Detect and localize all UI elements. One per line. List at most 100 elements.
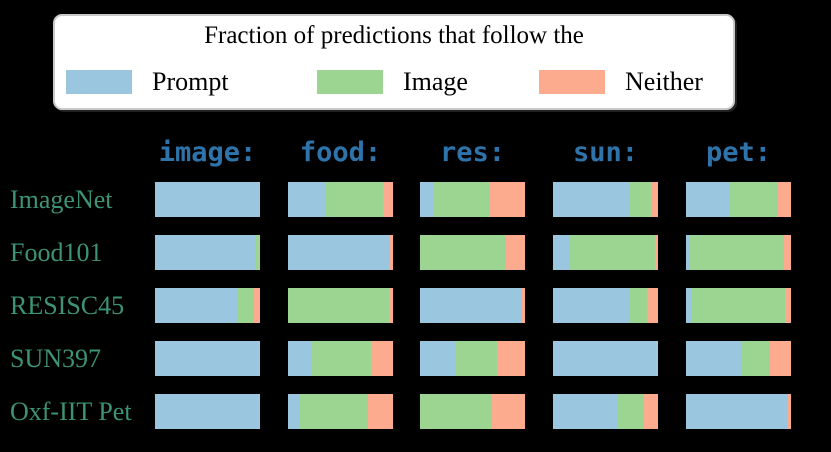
stacked-bar [288,341,393,376]
column-header-pet: pet: [705,137,772,168]
stacked-bar [155,235,260,270]
stacked-bar [420,235,525,270]
neither-segment [388,288,393,323]
legend: Fraction of predictions that follow the … [53,14,735,110]
image-segment [740,341,770,376]
image-segment [311,341,371,376]
prompt-segment [420,288,522,323]
neither-segment [656,341,658,376]
prompt-segment [155,341,259,376]
prompt-swatch-icon [66,70,132,94]
image-segment [237,288,254,323]
neither-segment [644,394,658,429]
image-segment [298,394,368,429]
neither-segment [259,341,260,376]
neither-segment [783,235,791,270]
image-segment [689,235,784,270]
stacked-bar [686,341,791,376]
column-header-image: image: [158,137,257,168]
row-label-resisc45: RESISC45 [10,291,125,320]
neither-segment [253,288,260,323]
prompt-segment [553,341,657,376]
legend-label-prompt: Prompt [152,67,229,96]
stacked-bar [686,235,791,270]
stacked-bar [420,341,525,376]
stacked-bar [155,182,260,217]
row-label-imagenet: ImageNet [10,185,113,214]
stacked-bar [288,394,393,429]
stacked-bar [155,288,260,323]
stacked-bar [420,288,525,323]
prompt-segment [155,182,260,217]
image-segment [324,182,383,217]
image-segment [628,288,648,323]
neither-segment [769,341,791,376]
prompt-segment [155,288,238,323]
neither-segment [647,288,658,323]
neither-segment [258,235,260,270]
prompt-segment [686,182,731,217]
image-segment [255,235,259,270]
prompt-segment [420,341,455,376]
stacked-bar [155,341,260,376]
stacked-bar [420,182,525,217]
prompt-segment [420,182,433,217]
legend-item-prompt: Prompt [66,67,229,96]
prompt-segment [155,235,256,270]
row-label-sun397: SUN397 [10,344,102,373]
image-segment [568,235,655,270]
prompt-segment [288,341,312,376]
neither-segment [654,235,658,270]
column-header-food: food: [299,137,382,168]
neither-segment [367,394,393,429]
neither-segment [778,182,791,217]
image-segment [432,182,491,217]
prompt-segment [686,235,690,270]
neither-segment [389,235,393,270]
stacked-bar [420,394,525,429]
stacked-bar [288,235,393,270]
image-segment [258,341,260,376]
neither-segment [521,288,525,323]
stacked-bar [686,182,791,217]
legend-label-image: Image [403,67,468,96]
legend-item-neither: Neither [539,67,703,96]
row-label-oxf-iit-pet: Oxf-IIT Pet [10,397,132,426]
neither-segment [784,288,791,323]
neither-segment [492,394,525,429]
prompt-segment [288,394,299,429]
legend-title: Fraction of predictions that follow the [204,22,584,49]
column-header-sun: sun: [572,137,639,168]
stacked-bar [553,288,658,323]
prompt-segment [686,394,788,429]
stacked-bar [288,182,393,217]
column-header-res: res: [439,137,506,168]
neither-segment [787,394,791,429]
neither-segment [258,394,260,429]
prompt-segment [553,235,569,270]
neither-segment [490,182,525,217]
neither-segment [650,182,658,217]
legend-label-neither: Neither [625,67,703,96]
prompt-segment [553,288,629,323]
stacked-bar [686,288,791,323]
stacked-bar [553,182,658,217]
image-segment [730,182,779,217]
stacked-bar [155,394,260,429]
image-segment [420,394,493,429]
neither-segment [496,341,525,376]
stacked-bar [553,235,658,270]
image-segment [692,288,785,323]
image-segment [288,288,389,323]
stacked-bar [553,394,658,429]
stacked-bar [288,288,393,323]
neither-swatch-icon [539,70,605,94]
neither-segment [382,182,393,217]
prompt-segment [553,182,629,217]
image-segment [618,394,645,429]
image-segment [420,235,507,270]
neither-segment [370,341,393,376]
image-segment [454,341,497,376]
prompt-segment [288,182,325,217]
